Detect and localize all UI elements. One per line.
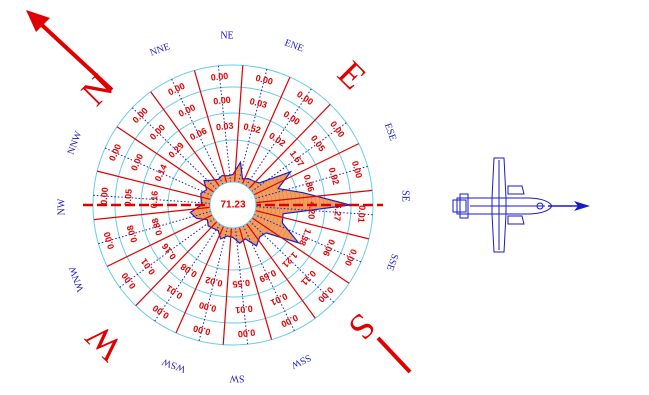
runway-arrow-line-se	[376, 336, 412, 374]
sector-value: 0.01	[164, 283, 184, 301]
sector-value: 1.67	[288, 149, 306, 169]
spoke-red	[255, 189, 373, 204]
direction-label: NE	[220, 31, 233, 42]
calm-circle	[209, 181, 257, 229]
sector-value: 0.05	[309, 133, 327, 153]
spokes	[83, 65, 383, 345]
cardinal-e-label: E	[330, 53, 374, 97]
sector-value: 1.38	[297, 227, 313, 247]
sector-value: 0.02	[267, 130, 287, 148]
spoke-red	[234, 65, 244, 183]
sector-value: 0.00	[102, 231, 116, 251]
rose-hatch	[190, 162, 277, 246]
spoke-red	[255, 209, 369, 240]
sector-value: 0.92	[327, 166, 341, 186]
spoke-red	[93, 206, 211, 221]
spoke-red	[253, 143, 360, 196]
spoke-red	[106, 214, 213, 267]
spoke-red	[248, 103, 331, 189]
heading-arrow	[548, 201, 590, 211]
sector-value: 0.01	[269, 291, 289, 308]
calm-value: 71.23	[220, 200, 245, 211]
sector-value: 0.88	[150, 217, 164, 237]
spoke-red	[97, 170, 211, 201]
direction-label: NW	[57, 198, 68, 215]
sector-value: 0.00	[237, 327, 255, 339]
sector-value: 0.02	[204, 275, 223, 289]
spoke-red	[246, 223, 316, 319]
rose-hatch	[190, 162, 293, 246]
direction-label: WNW	[67, 264, 86, 293]
direction-label: SW	[229, 373, 245, 384]
sector-value: 0.00	[192, 323, 211, 337]
direction-label: ESE	[382, 122, 398, 142]
direction-label: SSW	[289, 352, 313, 371]
sector-value: 0.05	[123, 189, 134, 207]
sector-value: 0.00	[213, 95, 231, 107]
sector-value: 0.00	[177, 102, 197, 119]
sector-value: 0.00	[129, 152, 145, 172]
cardinal-s-label: S	[341, 306, 383, 348]
spoke-red	[241, 76, 291, 185]
sector-value: 6.27	[332, 203, 343, 221]
cardinal-w-label: W	[78, 317, 130, 369]
sector-value: 0.00	[350, 160, 364, 180]
sector-value: 0.00	[295, 89, 315, 107]
sector-value: 0.03	[249, 96, 268, 110]
spoke-red	[135, 221, 218, 307]
spoke-red	[116, 126, 215, 193]
sector-value: 0.55	[232, 278, 250, 290]
sector-value: 0.14	[153, 163, 169, 183]
sector-value: 0.00	[198, 300, 217, 314]
sector-value: 0.00	[328, 119, 346, 139]
sector-value: 0.00	[343, 247, 359, 267]
spoke-red	[193, 70, 228, 184]
runway-arrowhead-nw	[26, 10, 50, 32]
sector-value: 0.06	[321, 238, 337, 258]
sector-value: 0.16	[160, 241, 178, 261]
sector-value: 0.00	[282, 109, 302, 127]
sector-value: 0.69	[258, 268, 278, 285]
spoke-red	[222, 227, 232, 345]
sector-value: 0.00	[119, 271, 137, 291]
sector-value: 0.08	[125, 224, 139, 244]
sector-value: 0.52	[242, 121, 261, 135]
rose-hatch	[190, 162, 321, 246]
rose-hatch	[190, 162, 333, 246]
direction-label: SE	[400, 190, 411, 202]
sector-value: 0.16	[149, 190, 160, 208]
sector-value: 0.08	[179, 261, 199, 279]
sector-value: 0.01	[139, 257, 157, 277]
direction-label: SSE	[384, 252, 400, 272]
runway-arrow-line-nw	[28, 12, 114, 92]
direction-label: WSW	[160, 355, 187, 374]
direction-label: NNE	[148, 41, 171, 58]
sector-value: 4.20	[306, 201, 317, 219]
sector-value: 0.00	[279, 313, 299, 330]
sector-value: 0.03	[216, 121, 234, 133]
rose-hatch	[190, 162, 305, 246]
sector-value: 0.01	[356, 205, 367, 223]
sector-value: 0.00	[210, 71, 228, 83]
spoke-red	[175, 225, 225, 334]
sector-value: 0.86	[302, 173, 316, 193]
sector-value: 0.00	[151, 303, 171, 321]
cardinal-n-label: N	[74, 67, 121, 114]
sector-value: 0.06	[188, 126, 208, 143]
runway-arrows	[26, 10, 412, 374]
spoke-red	[238, 226, 273, 340]
spoke-red	[251, 217, 350, 284]
sector-value: 0.00	[166, 81, 186, 98]
sector-value: 0.00	[254, 73, 273, 87]
spoke-red	[150, 91, 220, 187]
direction-label: ENE	[283, 38, 305, 55]
direction-label: NNW	[66, 129, 85, 156]
sector-value: 0.01	[235, 304, 253, 316]
sector-value: 0.00	[99, 187, 110, 205]
aircraft-icon	[452, 157, 553, 253]
sector-value: 0.00	[107, 142, 123, 162]
